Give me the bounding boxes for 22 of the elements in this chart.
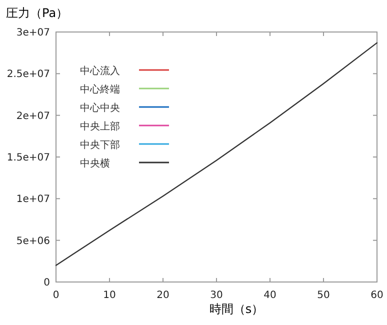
x-tick-label: 50 [317, 290, 330, 301]
y-tick-label: 3e+07 [16, 28, 50, 38]
legend-label: 中央上部 [80, 120, 120, 132]
legend-label: 中心終端 [80, 84, 120, 96]
x-tick-label: 20 [156, 290, 170, 301]
x-tick-label: 0 [52, 290, 60, 301]
legend-label: 中心中央 [80, 102, 120, 114]
x-tick-label: 60 [370, 290, 384, 301]
y-tick-label: 1e+07 [16, 194, 50, 206]
y-tick-label: 0 [44, 278, 50, 288]
x-axis-title: 時間（s） [209, 302, 264, 316]
text: 中央横 [80, 158, 110, 170]
legend-label: 中心流入 [80, 65, 120, 77]
x-tick-label: 40 [264, 290, 276, 301]
legend-label: 中央下部 [80, 139, 120, 151]
x-tick-label: 10 [103, 290, 116, 301]
y-tick-label: 5e+06 [16, 236, 50, 247]
y-axis-title: 圧力（Pa） [6, 6, 68, 20]
y-tick-label: 1.5e+07 [6, 152, 50, 164]
y-tick-label: 2.5e+07 [6, 69, 50, 80]
y-tick-label: 2e+07 [16, 110, 50, 122]
x-tick-label: 30 [210, 290, 223, 301]
